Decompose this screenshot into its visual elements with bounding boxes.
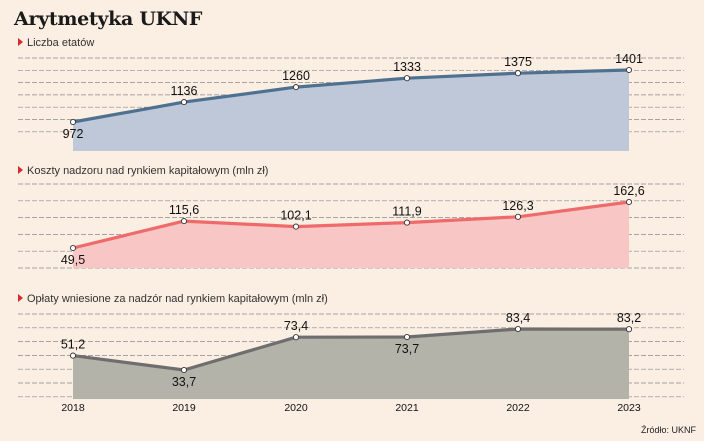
data-point bbox=[292, 84, 300, 91]
data-label: 73,7 bbox=[395, 342, 419, 356]
source-note: Źródło: UKNF bbox=[640, 425, 696, 435]
data-label: 111,9 bbox=[392, 205, 421, 219]
x-tick-label: 2023 bbox=[617, 402, 641, 414]
panel-2-title-text: Koszty nadzoru nad rynkiem kapitałowym (… bbox=[27, 165, 269, 177]
panel-2-series-line bbox=[71, 200, 631, 250]
data-point bbox=[292, 223, 300, 230]
data-label: 972 bbox=[63, 127, 84, 141]
data-point bbox=[69, 118, 77, 126]
data-label: 1375 bbox=[504, 55, 532, 69]
x-tick-label: 2018 bbox=[61, 402, 85, 414]
data-point bbox=[403, 333, 411, 341]
data-label: 1401 bbox=[615, 52, 643, 66]
panel-1-area bbox=[73, 70, 629, 151]
panel-2-title: Koszty nadzoru nad rynkiem kapitałowym (… bbox=[18, 165, 268, 177]
data-point bbox=[292, 334, 300, 341]
x-tick-label: 2022 bbox=[506, 402, 530, 414]
panel-3-series-line bbox=[71, 327, 631, 372]
data-point bbox=[180, 218, 188, 225]
data-label: 83,2 bbox=[617, 311, 641, 325]
triangle-marker-icon bbox=[18, 38, 23, 46]
data-point bbox=[69, 244, 77, 252]
data-point bbox=[514, 70, 522, 77]
x-tick-label: 2019 bbox=[172, 402, 196, 414]
data-point bbox=[69, 352, 77, 359]
triangle-marker-icon bbox=[18, 294, 23, 302]
data-label: 126,3 bbox=[502, 199, 533, 213]
data-label: 49,5 bbox=[61, 253, 85, 267]
x-tick-label: 2020 bbox=[284, 402, 308, 414]
data-label: 33,7 bbox=[172, 375, 196, 389]
data-label: 51,2 bbox=[61, 338, 85, 352]
data-label: 1260 bbox=[282, 69, 310, 83]
data-label: 83,4 bbox=[506, 311, 530, 325]
data-label: 115,6 bbox=[169, 203, 199, 217]
data-point bbox=[625, 198, 633, 206]
data-point bbox=[514, 213, 522, 220]
data-point bbox=[180, 99, 188, 106]
data-point bbox=[403, 75, 411, 82]
data-label: 162,6 bbox=[613, 184, 644, 198]
data-point bbox=[403, 219, 411, 226]
x-tick-label: 2021 bbox=[395, 402, 419, 414]
data-point bbox=[625, 66, 633, 74]
data-point bbox=[180, 366, 188, 374]
data-label: 102,1 bbox=[280, 209, 311, 223]
chart-title: Arytmetyka UKNF bbox=[14, 8, 203, 30]
panel-1-title-text: Liczba etatów bbox=[27, 37, 95, 49]
data-label: 1333 bbox=[393, 60, 421, 74]
panel-3-title-text: Opłaty wniesione za nadzór nad rynkiem k… bbox=[27, 293, 328, 305]
panel-1-series-line bbox=[71, 68, 631, 124]
panel-3-area bbox=[73, 329, 629, 399]
panel-3-title: Opłaty wniesione za nadzór nad rynkiem k… bbox=[18, 293, 328, 305]
data-label: 1136 bbox=[171, 84, 198, 98]
data-point bbox=[625, 326, 633, 333]
panel-1-title: Liczba etatów bbox=[18, 37, 94, 49]
triangle-marker-icon bbox=[18, 166, 23, 174]
data-label: 73,4 bbox=[284, 319, 308, 333]
data-point bbox=[514, 325, 522, 333]
